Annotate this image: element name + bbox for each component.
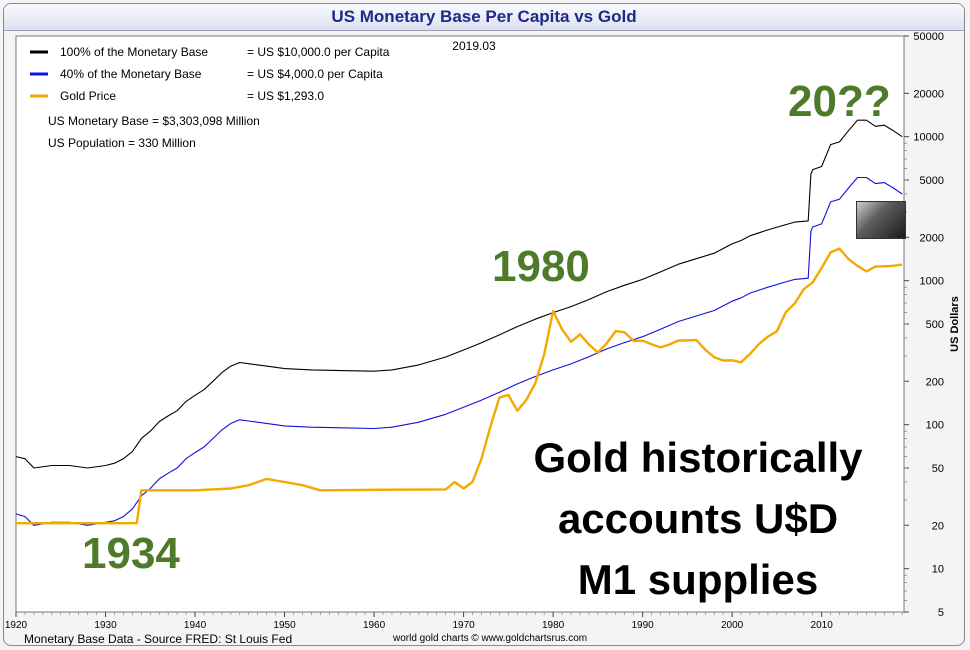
y-tick-label: 10000 xyxy=(913,132,944,144)
x-tick-label: 1990 xyxy=(631,620,654,631)
legend-label: 100% of the Monetary Base xyxy=(60,45,208,59)
x-tick-label: 1960 xyxy=(363,620,386,631)
annotation-1980: 1980 xyxy=(492,242,590,291)
x-tick-label: 1950 xyxy=(273,620,296,631)
y-axis-label: US Dollars xyxy=(949,296,961,352)
x-tick-label: 1980 xyxy=(542,620,565,631)
info-line: US Monetary Base = $3,303,098 Million xyxy=(48,114,260,128)
info-line: US Population = 330 Million xyxy=(48,136,196,150)
legend-value: = US $4,000.0 per Capita xyxy=(247,67,383,81)
chart-title-bar: US Monetary Base Per Capita vs Gold xyxy=(4,4,964,31)
x-tick-label: 1970 xyxy=(452,620,475,631)
y-tick-label: 5 xyxy=(938,607,944,619)
x-tick-label: 1930 xyxy=(94,620,117,631)
x-tick-label: 2000 xyxy=(721,620,744,631)
y-tick-label: 5000 xyxy=(920,175,944,187)
annotation-1934: 1934 xyxy=(82,529,180,578)
x-tick-label: 1920 xyxy=(5,620,28,631)
y-tick-label: 20 xyxy=(932,520,944,532)
caption-line: M1 supplies xyxy=(578,556,818,603)
y-tick-label: 20000 xyxy=(913,88,944,100)
series-line-monetary-base-100 xyxy=(15,119,903,469)
footer-source: Monetary Base Data - Source FRED: St Lou… xyxy=(24,632,293,646)
y-tick-label: 2000 xyxy=(920,232,944,244)
chart-title: US Monetary Base Per Capita vs Gold xyxy=(331,7,637,26)
y-tick-label: 50 xyxy=(932,463,944,475)
annotation-20xx: 20?? xyxy=(788,77,891,126)
date-label: 2019.03 xyxy=(452,39,496,53)
binoculars-photo xyxy=(856,201,906,239)
legend-value: = US $10,000.0 per Capita xyxy=(247,45,390,59)
y-tick-label: 100 xyxy=(926,420,944,432)
y-tick-label: 200 xyxy=(926,376,944,388)
y-tick-label: 1000 xyxy=(920,276,944,288)
legend-label: Gold Price xyxy=(60,89,116,103)
y-tick-label: 500 xyxy=(926,319,944,331)
y-tick-label: 10 xyxy=(932,564,944,576)
legend-value: = US $1,293.0 xyxy=(247,89,324,103)
x-tick-label: 2010 xyxy=(811,620,834,631)
footer-credit: world gold charts © www.goldchartsrus.co… xyxy=(393,633,588,644)
y-tick-label: 50000 xyxy=(913,31,944,43)
legend-label: 40% of the Monetary Base xyxy=(60,67,202,81)
plot-area xyxy=(15,35,905,613)
x-tick-label: 1940 xyxy=(184,620,207,631)
series-line-gold-price xyxy=(16,247,903,525)
caption-line: Gold historically xyxy=(533,434,863,481)
caption-line: accounts U$D xyxy=(558,495,838,542)
